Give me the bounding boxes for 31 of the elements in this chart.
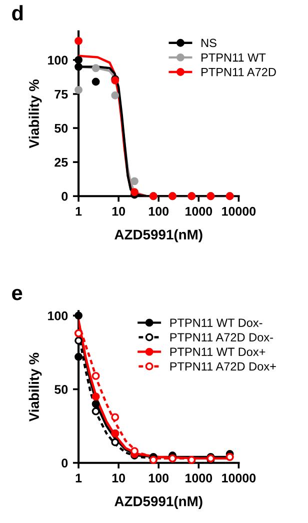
y-tick-label: 100 — [48, 56, 68, 65]
x-tick-label: 10000 — [222, 474, 256, 482]
chart-title: d — [12, 5, 23, 20]
y-tick-label: 0 — [62, 458, 68, 468]
y-axis-title: Viability % — [28, 80, 42, 148]
legend-label: NS — [202, 38, 216, 48]
x-tick-label: 100 — [148, 206, 169, 216]
x-axis-title: AZD5991(nM) — [114, 229, 202, 242]
legend-label: PTPN11 A72D — [202, 68, 276, 76]
x-tick-label: 10000 — [222, 206, 256, 216]
y-tick-label: 25 — [54, 158, 68, 167]
y-axis-title: Viability % — [28, 352, 42, 422]
x-axis-title: AZD5991(nM) — [114, 496, 202, 509]
y-tick-label: 50 — [54, 385, 68, 394]
x-tick-label: 1 — [76, 474, 82, 482]
x-tick-label: 10 — [112, 474, 126, 482]
legend-label: PTPN11 A72D Dox+ — [170, 362, 276, 371]
x-tick-label: 1000 — [186, 206, 212, 216]
y-tick-label: 100 — [48, 311, 68, 320]
x-tick-label: 1000 — [186, 474, 212, 482]
y-tick-label: 50 — [54, 124, 68, 133]
legend-label: PTPN11 WT Dox+ — [170, 348, 266, 356]
x-tick-label: 100 — [148, 474, 169, 482]
chart-title: e — [12, 288, 22, 300]
legend-label: PTPN11 A72D Dox- — [170, 333, 273, 342]
y-tick-label: 0 — [62, 192, 68, 201]
y-tick-label: 75 — [54, 90, 68, 99]
x-tick-label: 10 — [112, 206, 126, 216]
legend-label: PTPN11 WT — [202, 53, 266, 62]
x-tick-label: 1 — [76, 207, 82, 216]
legend-label: PTPN11 WT Dox- — [170, 318, 262, 327]
